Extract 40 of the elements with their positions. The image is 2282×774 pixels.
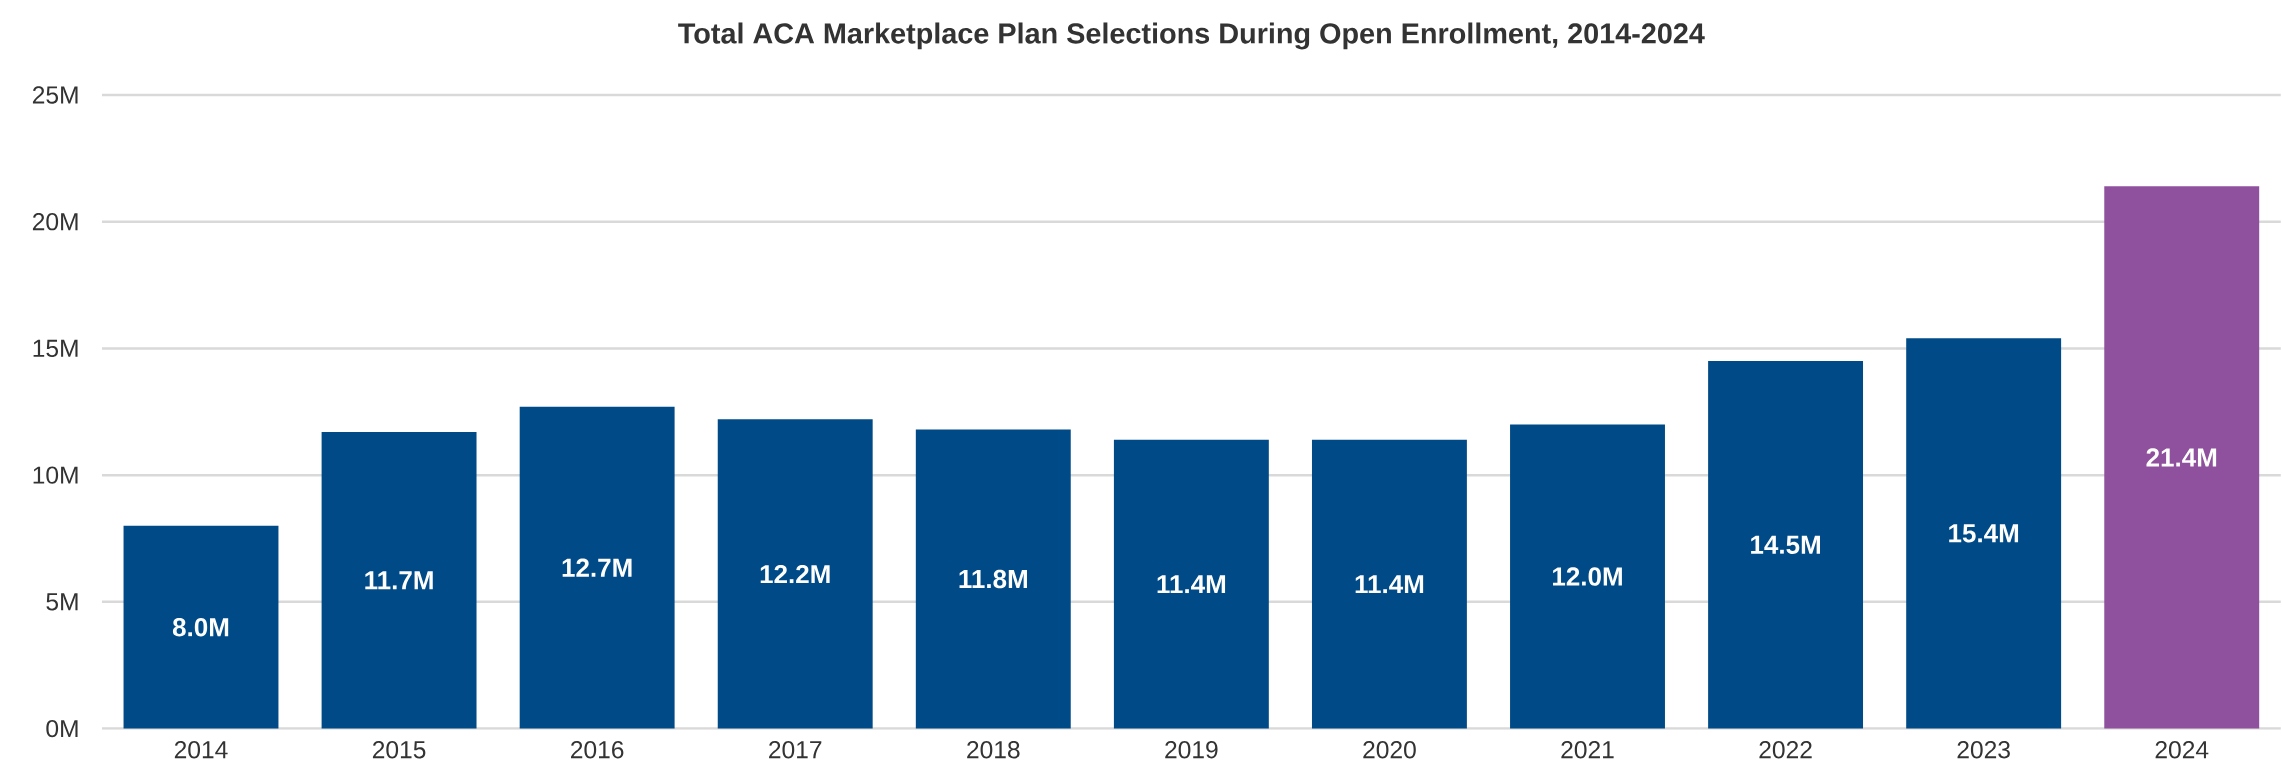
- data-label: 12.7M: [562, 558, 632, 577]
- x-tick-label: 2021: [1561, 741, 1614, 759]
- bar: [1906, 338, 2062, 729]
- x-tick-label: 2018: [967, 741, 1020, 759]
- x-tick-label: 2022: [1759, 741, 1812, 759]
- x-tick-label: 2015: [372, 741, 426, 759]
- y-tick-label: 20M: [32, 213, 78, 231]
- data-label: 15.4M: [1949, 524, 2019, 543]
- data-label: 12.2M: [760, 565, 830, 584]
- bar: [1311, 439, 1467, 729]
- data-label: 12.0M: [1553, 567, 1622, 586]
- data-label: 8.0M: [172, 618, 229, 637]
- bar: [915, 429, 1071, 729]
- bar: [1113, 439, 1269, 729]
- x-tick-label: 2020: [1363, 741, 1416, 759]
- x-tick-label: 2019: [1165, 741, 1218, 759]
- x-tick-label: 2023: [1957, 741, 2010, 759]
- y-tick-label: 10M: [33, 466, 78, 485]
- bar: [1510, 424, 1665, 729]
- bar: [123, 526, 279, 729]
- chart-title: Total ACA Marketplace Plan Selections During Open Enrollment, 2014-2024: [678, 22, 1705, 50]
- bar: [519, 406, 675, 729]
- bar: [2104, 186, 2260, 729]
- x-tick-label: 2024: [2155, 741, 2209, 759]
- x-tick-label: 2017: [769, 741, 822, 759]
- bar: [1708, 361, 1864, 729]
- data-label: 11.7M: [365, 571, 433, 590]
- bar: [717, 419, 873, 729]
- y-tick-label: 0M: [46, 720, 78, 738]
- data-label: 21.4M: [2146, 448, 2217, 467]
- y-tick-label: 25M: [32, 86, 78, 104]
- y-tick-label: 5M: [46, 593, 78, 611]
- data-label: 14.5M: [1751, 535, 1820, 555]
- bar: [321, 432, 477, 729]
- x-tick-label: 2016: [571, 741, 624, 759]
- y-tick-label: 15M: [33, 340, 78, 358]
- x-tick-label: 2014: [174, 741, 228, 759]
- data-label: 11.8M: [959, 570, 1027, 589]
- data-label: 11.4M: [1355, 575, 1424, 594]
- data-label: 11.4M: [1157, 575, 1226, 594]
